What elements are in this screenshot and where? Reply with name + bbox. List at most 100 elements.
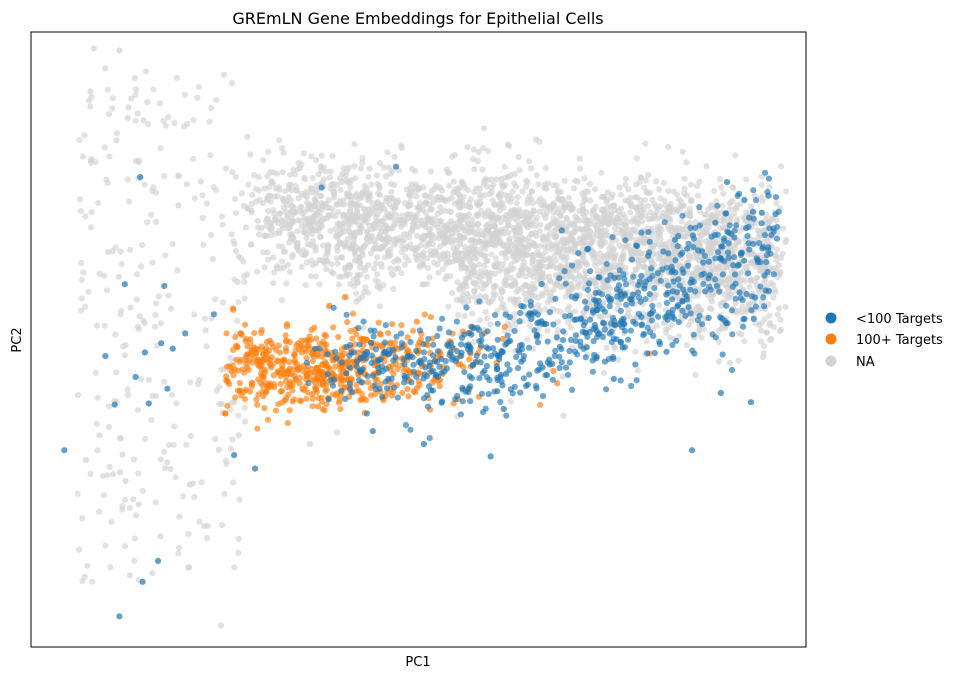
data-point-na <box>441 239 448 246</box>
data-point-na <box>368 181 375 188</box>
data-point-lt-100-targets <box>379 393 386 400</box>
data-point-na <box>599 207 607 214</box>
data-point-na <box>165 113 172 120</box>
data-point-na <box>768 335 775 342</box>
data-point-na <box>162 465 169 472</box>
data-point-na <box>303 249 310 256</box>
data-point-na <box>647 189 654 196</box>
data-point-na <box>374 199 381 206</box>
data-point-na <box>705 224 712 231</box>
data-point-na <box>494 214 501 221</box>
data-point-100-plus-targets <box>264 416 272 423</box>
data-point-lt-100-targets <box>398 340 405 347</box>
data-point-na <box>613 230 620 237</box>
data-point-na <box>433 182 440 189</box>
data-point-na <box>197 178 204 185</box>
data-point-na <box>526 322 534 329</box>
data-point-100-plus-targets <box>270 360 277 367</box>
data-point-100-plus-targets <box>261 347 268 354</box>
data-point-lt-100-targets <box>581 298 589 305</box>
data-point-lt-100-targets <box>478 331 485 339</box>
data-point-na <box>89 578 96 585</box>
data-point-na <box>667 224 674 231</box>
data-point-lt-100-targets <box>724 228 731 235</box>
data-point-na <box>638 174 645 181</box>
data-point-na <box>761 316 768 323</box>
data-point-lt-100-targets <box>494 336 501 343</box>
data-point-lt-100-targets <box>571 316 578 323</box>
data-point-lt-100-targets <box>679 212 686 219</box>
data-point-100-plus-targets <box>349 335 356 342</box>
data-point-na <box>653 178 660 185</box>
data-point-lt-100-targets <box>630 291 637 298</box>
data-point-na <box>144 99 151 106</box>
data-point-na <box>741 338 748 345</box>
data-point-lt-100-targets <box>731 227 738 234</box>
data-point-100-plus-targets <box>258 365 265 373</box>
data-point-na <box>126 504 133 511</box>
data-point-na <box>776 305 783 312</box>
data-point-lt-100-targets <box>744 233 751 240</box>
data-point-na <box>256 196 263 203</box>
data-point-lt-100-targets <box>401 375 408 382</box>
data-point-100-plus-targets <box>300 386 307 393</box>
data-point-100-plus-targets <box>239 366 246 373</box>
data-point-lt-100-targets <box>478 337 485 344</box>
data-point-lt-100-targets <box>526 344 533 351</box>
data-point-na <box>236 496 243 503</box>
data-point-na <box>105 111 113 118</box>
data-point-na <box>687 181 695 188</box>
data-point-na <box>554 209 561 216</box>
data-point-100-plus-targets <box>318 394 325 401</box>
data-point-na <box>539 236 546 243</box>
data-point-lt-100-targets <box>407 426 414 433</box>
data-point-na <box>372 214 379 221</box>
data-point-na <box>221 490 228 497</box>
data-point-lt-100-targets <box>706 283 713 290</box>
data-point-na <box>502 255 510 262</box>
data-point-na <box>541 184 548 192</box>
data-point-na <box>660 214 667 221</box>
data-point-na <box>191 195 198 202</box>
data-point-na <box>657 235 664 242</box>
data-point-na <box>634 248 642 255</box>
data-point-na <box>673 208 681 215</box>
data-point-100-plus-targets <box>275 369 282 376</box>
data-point-na <box>681 175 688 182</box>
data-point-na <box>708 203 715 210</box>
x-axis-label: PC1 <box>405 655 430 670</box>
data-point-na <box>459 259 466 266</box>
data-point-lt-100-targets <box>587 268 594 275</box>
data-point-na <box>362 207 369 214</box>
data-point-na <box>742 264 749 271</box>
data-point-100-plus-targets <box>311 379 318 386</box>
data-point-na <box>467 256 474 263</box>
data-point-100-plus-targets <box>404 334 411 341</box>
data-point-lt-100-targets <box>764 268 771 275</box>
data-point-na <box>763 329 771 336</box>
data-point-na <box>374 180 381 187</box>
data-point-na <box>464 144 471 151</box>
data-point-lt-100-targets <box>476 375 483 382</box>
data-point-na <box>196 377 203 384</box>
data-point-100-plus-targets <box>254 425 261 432</box>
data-point-na <box>238 190 245 197</box>
data-point-na <box>361 182 368 190</box>
data-point-na <box>113 137 120 144</box>
data-point-na <box>597 233 605 240</box>
data-point-lt-100-targets <box>402 422 409 429</box>
data-point-100-plus-targets <box>226 363 233 370</box>
data-point-lt-100-targets <box>420 341 427 348</box>
data-point-lt-100-targets <box>329 382 337 389</box>
data-point-na <box>580 310 588 317</box>
data-point-na <box>255 231 263 238</box>
data-point-lt-100-targets <box>689 232 697 239</box>
data-point-lt-100-targets <box>590 338 597 345</box>
data-point-na <box>389 271 396 278</box>
data-point-na <box>96 432 103 439</box>
data-point-na <box>339 178 346 186</box>
data-point-na <box>277 265 284 272</box>
data-point-na <box>377 285 384 292</box>
data-point-lt-100-targets <box>517 309 524 317</box>
data-point-na <box>514 193 522 201</box>
